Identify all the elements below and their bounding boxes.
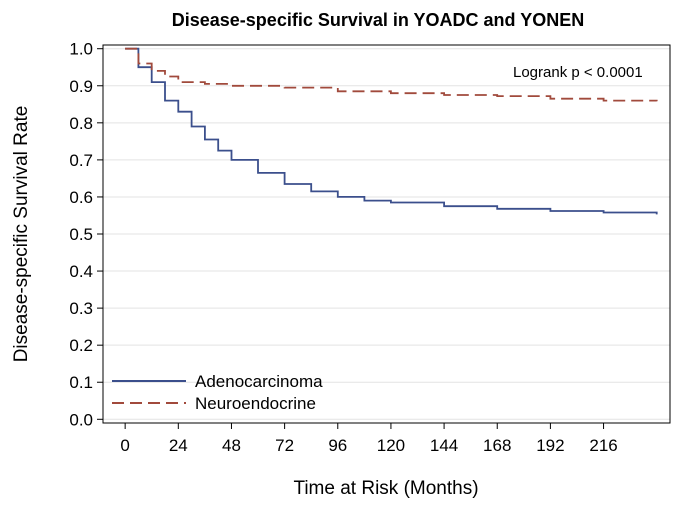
y-tick-label: 0.1 (69, 373, 93, 392)
y-tick-label: 0.8 (69, 114, 93, 133)
x-tick-label: 192 (536, 436, 564, 455)
x-tick-label: 168 (483, 436, 511, 455)
gridlines (103, 48, 670, 420)
legend: Adenocarcinoma Neuroendocrine (112, 372, 323, 413)
x-tick-label: 144 (430, 436, 458, 455)
series-line-neuroendocrine (125, 47, 658, 102)
y-tick-label: 1.0 (69, 40, 93, 59)
x-tick-label: 24 (169, 436, 188, 455)
x-tick-label: 96 (328, 436, 347, 455)
y-axis-label: Disease-specific Survival Rate (11, 106, 32, 363)
x-tick-label: 0 (120, 436, 129, 455)
y-tick-label: 0.4 (69, 262, 93, 281)
x-tick-label: 72 (275, 436, 294, 455)
x-tick-label: 48 (222, 436, 241, 455)
series-line-adenocarcinoma (125, 47, 658, 215)
series-lines (125, 47, 658, 215)
y-tick-label: 0.3 (69, 299, 93, 318)
y-tick-label: 0.5 (69, 225, 93, 244)
x-tick-label: 216 (589, 436, 617, 455)
legend-label-adenocarcinoma: Adenocarcinoma (195, 372, 323, 391)
y-axis: 0.0 0.1 0.2 0.3 0.4 0.5 0.6 0.7 0.8 0.9 1.0 (69, 40, 103, 429)
y-tick-label: 0.0 (69, 410, 93, 429)
x-axis: 0 24 48 72 96 120 144 168 192 216 (120, 423, 618, 455)
x-axis-label: Time at Risk (Months) (293, 478, 478, 499)
logrank-annotation: Logrank p < 0.0001 (513, 64, 643, 81)
y-tick-label: 0.7 (69, 151, 93, 170)
chart-title: Disease-specific Survival in YOADC and Y… (172, 10, 585, 30)
y-tick-label: 0.9 (69, 77, 93, 96)
legend-label-neuroendocrine: Neuroendocrine (195, 394, 316, 413)
x-tick-label: 120 (377, 436, 405, 455)
y-tick-label: 0.6 (69, 188, 93, 207)
y-tick-label: 0.2 (69, 336, 93, 355)
